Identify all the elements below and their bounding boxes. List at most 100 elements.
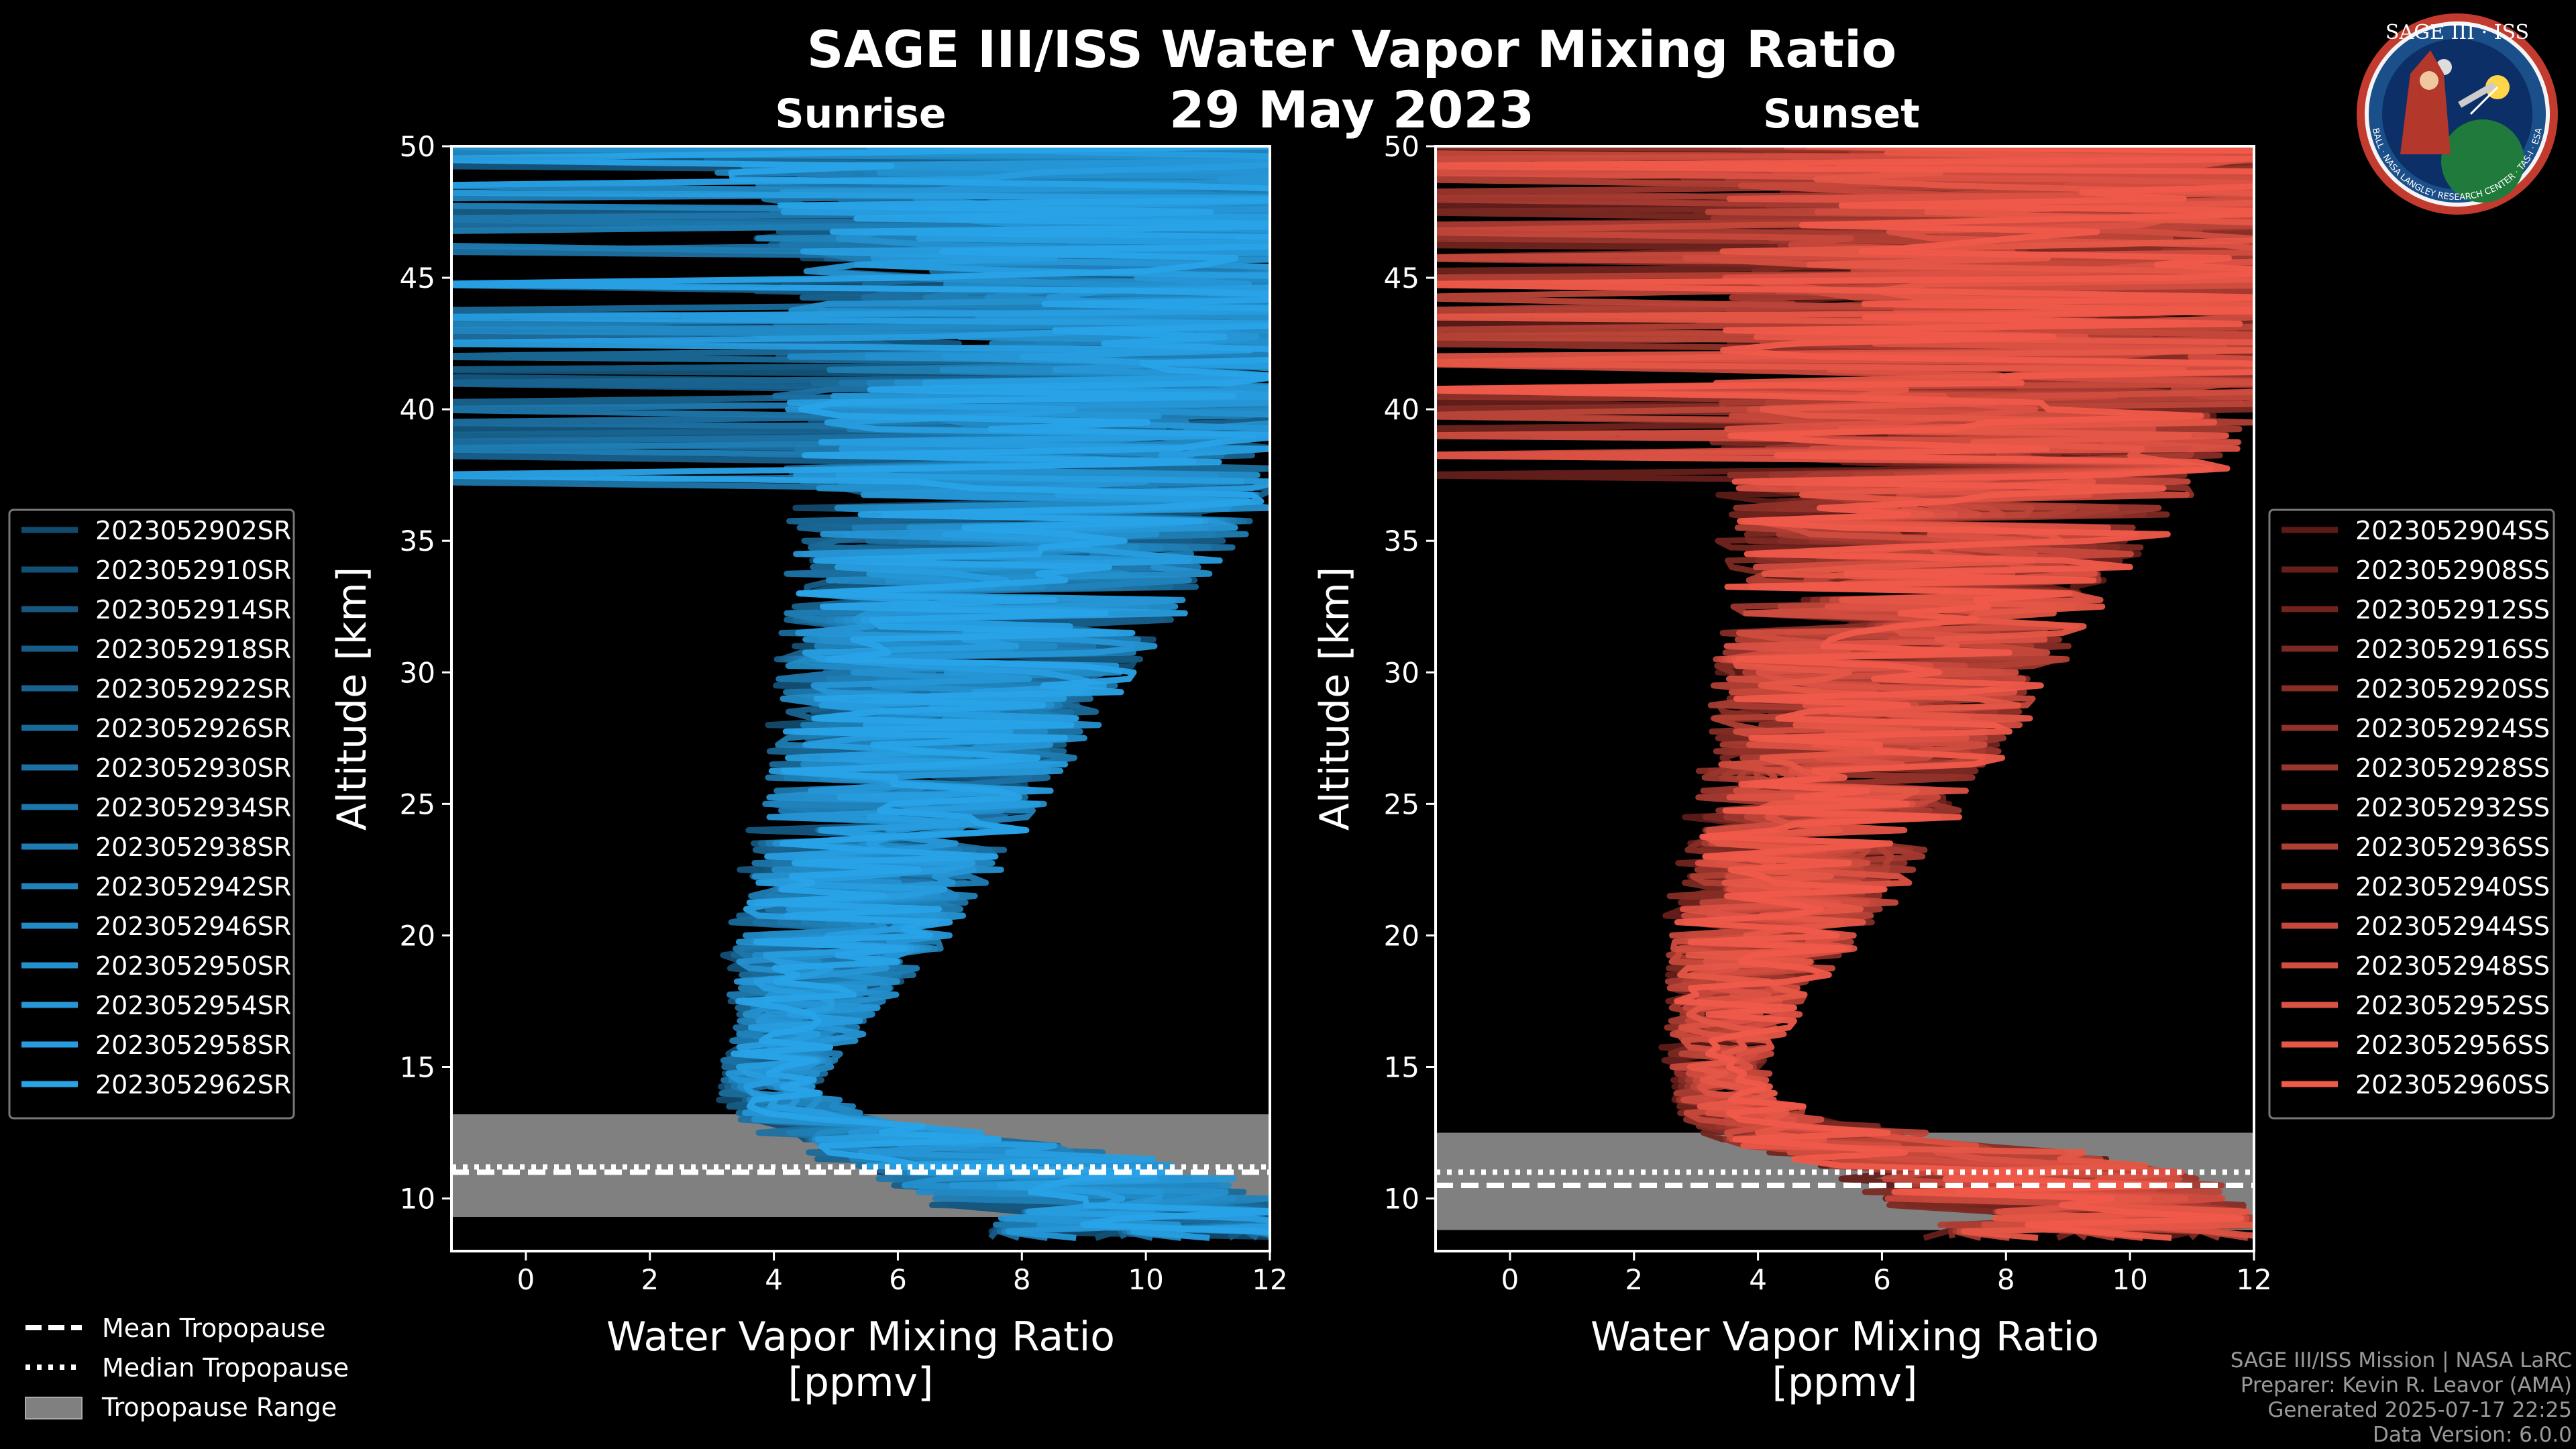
profile-2023052960SS <box>1436 146 2254 1241</box>
legend-label-2023052932SS: 2023052932SS <box>2355 793 2550 822</box>
legend-label-2023052960SS: 2023052960SS <box>2355 1070 2550 1099</box>
logo-earth-icon <box>2441 119 2524 203</box>
left-panel-title: Sunrise <box>775 91 946 138</box>
x-tick-label: 8 <box>1013 1263 1031 1296</box>
legend-label-2023052902SR: 2023052902SR <box>95 516 291 545</box>
right-panel-title: Sunset <box>1763 91 1920 138</box>
credits: SAGE III/ISS Mission | NASA LaRC Prepare… <box>2231 1348 2572 1447</box>
right-legend-box <box>2268 508 2555 1120</box>
legend-label-2023052940SS: 2023052940SS <box>2355 872 2550 902</box>
y-tick-label: 50 <box>1384 130 1419 163</box>
y-tick-label: 30 <box>1384 656 1419 689</box>
legend-label-2023052938SR: 2023052938SR <box>95 833 291 862</box>
legend-label-2023052944SS: 2023052944SS <box>2355 912 2550 941</box>
y-tick-label: 20 <box>400 919 435 952</box>
logo-beam-icon <box>2469 86 2499 115</box>
right-legend: 2023052904SS 2023052908SS 2023052912SS 2023… <box>2268 508 2555 1120</box>
right-plot-area <box>1436 146 2254 1241</box>
left-legend-box <box>8 508 295 1120</box>
y-tick-label: 25 <box>400 788 435 820</box>
legend-label-2023052962SR: 2023052962SR <box>95 1070 291 1099</box>
credits-mission: SAGE III/ISS Mission | NASA LaRC <box>2231 1348 2572 1373</box>
legend-label-2023052908SS: 2023052908SS <box>2355 555 2550 585</box>
credits-generated: Generated 2025-07-17 22:25 <box>2267 1398 2572 1422</box>
legend-label-2023052912SS: 2023052912SS <box>2355 595 2550 625</box>
legend-label-2023052936SS: 2023052936SS <box>2355 833 2550 862</box>
y-tick-label: 50 <box>400 130 435 163</box>
left-axes-frame <box>450 145 1271 1252</box>
y-tick-label: 30 <box>400 656 435 689</box>
left-x-axis-label: [ppmv] <box>788 1359 934 1406</box>
left-legend: 2023052902SR 2023052910SR 2023052914SR 2023… <box>8 508 295 1120</box>
y-tick-label: 40 <box>1384 393 1419 426</box>
legend-label-2023052950SR: 2023052950SR <box>95 951 291 981</box>
profile-2023052962SR <box>451 146 1270 1236</box>
legend-label-2023052930SR: 2023052930SR <box>95 753 291 783</box>
y-tick-label: 15 <box>400 1051 435 1084</box>
x-tick-label: 8 <box>1997 1263 2015 1296</box>
legend-label-2023052952SS: 2023052952SS <box>2355 991 2550 1020</box>
logo-station-icon <box>2458 82 2497 108</box>
legend-tropopause-range-swatch <box>25 1397 83 1419</box>
right-axes-frame <box>1434 145 2255 1252</box>
date-label: 29 May 2023 <box>1169 80 1534 140</box>
credits-preparer: Preparer: Kevin R. Leavor (AMA) <box>2241 1373 2572 1397</box>
x-tick-label: 0 <box>517 1263 535 1296</box>
y-tick-label: 40 <box>400 393 435 426</box>
x-tick-label: 6 <box>1873 1263 1891 1296</box>
logo-title: SAGE III · ISS <box>2385 21 2529 44</box>
y-tick-label: 45 <box>400 262 435 294</box>
legend-label-2023052928SS: 2023052928SS <box>2355 753 2550 783</box>
legend-label-2023052914SR: 2023052914SR <box>95 595 291 625</box>
x-tick-label: 4 <box>765 1263 783 1296</box>
legend-label-2023052910SR: 2023052910SR <box>95 555 291 585</box>
legend-label-2023052926SR: 2023052926SR <box>95 714 291 743</box>
x-tick-label: 0 <box>1501 1263 1519 1296</box>
legend-label-2023052924SS: 2023052924SS <box>2355 714 2550 743</box>
right-x-axis-label: Water Vapor Mixing Ratio <box>1591 1313 2099 1360</box>
x-tick-label: 2 <box>641 1263 659 1296</box>
legend-label-2023052918SR: 2023052918SR <box>95 635 291 664</box>
legend-label-2023052946SR: 2023052946SR <box>95 912 291 941</box>
legend-mean-tropopause-label: Mean Tropopause <box>102 1313 325 1343</box>
legend-label-2023052958SR: 2023052958SR <box>95 1030 291 1060</box>
y-tick-label: 15 <box>1384 1051 1419 1084</box>
sage-iii-iss-logo: SAGE III · ISS BALL · NASA LANGLEY RESEA… <box>2357 13 2558 215</box>
legend-label-2023052942SR: 2023052942SR <box>95 872 291 902</box>
legend-median-tropopause-label: Median Tropopause <box>102 1353 349 1383</box>
credits-version: Data Version: 6.0.0 <box>2373 1423 2572 1447</box>
y-tick-label: 20 <box>1384 919 1419 952</box>
left-plot-area <box>451 146 1270 1241</box>
x-tick-label: 12 <box>2236 1263 2271 1296</box>
legend-tropopause-range-label: Tropopause Range <box>101 1393 337 1422</box>
main-title: SAGE III/ISS Water Vapor Mixing Ratio <box>807 19 1897 79</box>
legend-label-2023052954SR: 2023052954SR <box>95 991 291 1020</box>
y-tick-label: 10 <box>400 1183 435 1216</box>
legend-label-2023052934SR: 2023052934SR <box>95 793 291 822</box>
x-tick-label: 12 <box>1252 1263 1287 1296</box>
logo-wizard-face-icon <box>2420 71 2438 90</box>
sunset-panel: Sunset 0 2 4 6 8 10 12 10 15 20 25 30 35 40 45 50 Water V… <box>1311 91 2555 1406</box>
x-tick-label: 10 <box>2112 1263 2147 1296</box>
y-tick-label: 10 <box>1384 1183 1419 1216</box>
x-tick-label: 10 <box>1128 1263 1163 1296</box>
y-tick-label: 45 <box>1384 262 1419 294</box>
legend-label-2023052948SS: 2023052948SS <box>2355 951 2550 981</box>
legend-label-2023052920SS: 2023052920SS <box>2355 674 2550 704</box>
y-tick-label: 35 <box>400 525 435 557</box>
x-tick-label: 2 <box>1625 1263 1643 1296</box>
tropopause-legend: Mean Tropopause Median Tropopause Tropop… <box>25 1313 349 1422</box>
logo-wizard-figure-icon <box>2400 50 2451 154</box>
legend-label-2023052904SS: 2023052904SS <box>2355 516 2550 545</box>
legend-label-2023052956SS: 2023052956SS <box>2355 1030 2550 1060</box>
y-tick-label: 25 <box>1384 788 1419 820</box>
right-y-axis-label: Altitude [km] <box>1311 567 1358 831</box>
left-y-axis-label: Altitude [km] <box>329 567 376 831</box>
legend-label-2023052922SR: 2023052922SR <box>95 674 291 704</box>
sunrise-panel: Sunrise 0 2 4 6 8 10 12 10 15 20 25 30 35 40 45 50 Water … <box>8 91 1288 1406</box>
y-tick-label: 35 <box>1384 525 1419 557</box>
right-x-axis-label: [ppmv] <box>1772 1359 1918 1406</box>
x-tick-label: 4 <box>1749 1263 1767 1296</box>
legend-label-2023052916SS: 2023052916SS <box>2355 635 2550 664</box>
